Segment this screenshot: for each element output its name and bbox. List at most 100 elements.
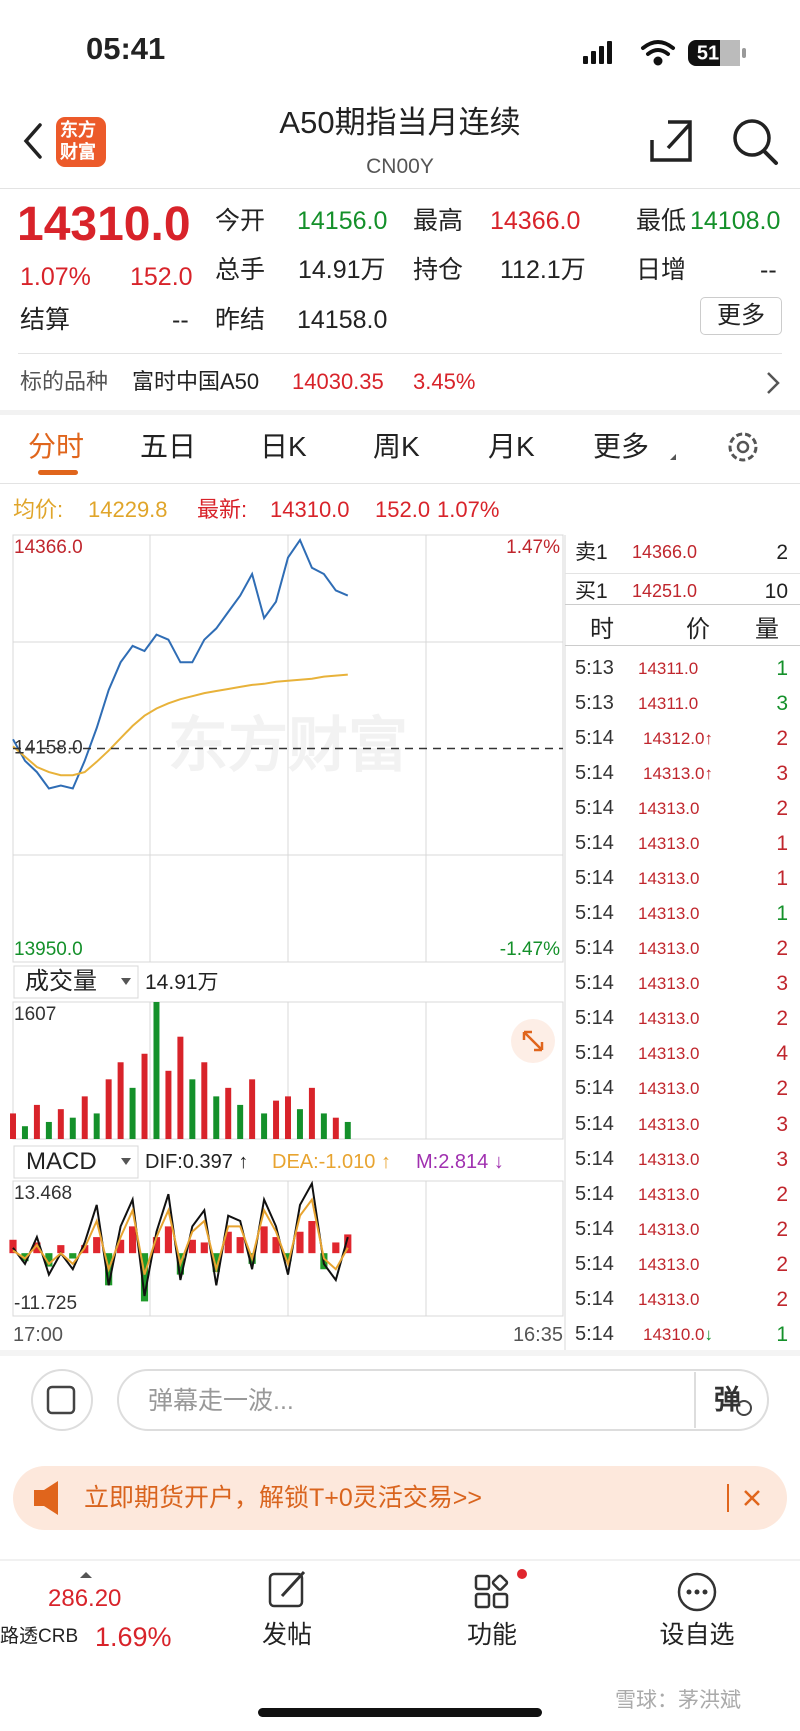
trade-time: 5:14 bbox=[575, 902, 614, 925]
section-gap bbox=[0, 410, 800, 415]
volume-bar bbox=[201, 1062, 208, 1139]
trade-time: 5:14 bbox=[575, 797, 614, 820]
volume-bar bbox=[249, 1079, 256, 1139]
trade-price: 14313.0↑ bbox=[643, 764, 713, 784]
trade-qty: 2 bbox=[776, 937, 788, 961]
dropdown-icon[interactable] bbox=[121, 1158, 131, 1165]
volume-title: 成交量 bbox=[25, 968, 97, 995]
danmaku-toggle-icon bbox=[736, 1400, 752, 1416]
banner-text[interactable]: 立即期货开户，解锁T+0灵活交易>> bbox=[84, 1484, 482, 1512]
trade-qty: 1 bbox=[776, 867, 788, 891]
book-price: 14251.0 bbox=[632, 581, 698, 601]
macd-bar bbox=[188, 1239, 196, 1254]
more-button[interactable]: 更多 bbox=[700, 297, 782, 335]
macd-bar bbox=[128, 1226, 137, 1254]
close-icon[interactable] bbox=[744, 1490, 760, 1506]
tab[interactable]: 周K bbox=[373, 431, 420, 462]
settings-icon[interactable] bbox=[728, 432, 758, 462]
trade-price: 14313.0 bbox=[638, 904, 699, 924]
nav-item[interactable]: 发帖 bbox=[261, 1621, 312, 1649]
danmaku-button[interactable]: 弹 bbox=[714, 1385, 741, 1415]
field-label: 昨结 bbox=[215, 306, 266, 334]
underlying-pct: 3.45% bbox=[413, 369, 476, 394]
tab[interactable]: 日K bbox=[260, 431, 307, 462]
search-icon[interactable] bbox=[733, 119, 771, 157]
divider bbox=[565, 645, 800, 646]
macd-bar bbox=[93, 1237, 101, 1254]
field-label: 持仓 bbox=[413, 256, 464, 284]
trade-price: 14311.0 bbox=[638, 694, 698, 714]
notification-dot bbox=[517, 1569, 527, 1579]
chevron[interactable] bbox=[767, 372, 780, 394]
underlying-label: 标的品种 bbox=[20, 369, 109, 394]
more-triangle bbox=[670, 454, 676, 460]
nav-item[interactable]: 设自选 bbox=[659, 1621, 735, 1649]
trade-price-value: 14313.0 bbox=[638, 1149, 700, 1169]
tab-indicator bbox=[38, 470, 78, 475]
watchlist-icon[interactable] bbox=[677, 1572, 717, 1612]
trade-row: 5:14 14313.0 2 bbox=[565, 1002, 800, 1037]
logo-text: 东方 财富 bbox=[60, 119, 96, 163]
promo-banner[interactable] bbox=[13, 1466, 787, 1530]
field-value: 14158.0 bbox=[297, 306, 388, 334]
trade-price: 14313.0 bbox=[638, 1290, 699, 1310]
y-tick-label: 1.47% bbox=[506, 537, 560, 558]
trade-row: 5:13 14311.0 3 bbox=[565, 687, 800, 722]
volume-bar bbox=[93, 1113, 100, 1139]
trade-time: 5:14 bbox=[575, 1112, 614, 1135]
price-line bbox=[12, 673, 348, 777]
macd-bar bbox=[212, 1253, 220, 1272]
trade-row: 5:14 14313.0 3 bbox=[565, 1108, 800, 1143]
volume-bar bbox=[105, 1079, 112, 1139]
function-icon[interactable] bbox=[474, 1574, 509, 1609]
field-label: 结算 bbox=[20, 306, 71, 334]
tab[interactable]: 月K bbox=[488, 431, 535, 462]
field-value: 14.91万 bbox=[298, 256, 386, 284]
volume-bar bbox=[81, 1096, 88, 1139]
nav-item[interactable]: 功能 bbox=[466, 1621, 517, 1649]
trade-price-value: 14313.0 bbox=[638, 1009, 700, 1029]
post-icon[interactable] bbox=[268, 1572, 304, 1608]
trade-price-value: 14313.0 bbox=[638, 974, 700, 994]
trade-time: 5:14 bbox=[575, 1182, 614, 1205]
battery-tip bbox=[742, 48, 746, 58]
trade-time: 5:13 bbox=[575, 657, 614, 679]
trade-qty: 2 bbox=[776, 1287, 788, 1311]
volume-bar bbox=[273, 1100, 280, 1139]
trade-price-value: 14310.0 bbox=[643, 1324, 705, 1344]
share-icon[interactable] bbox=[650, 120, 692, 162]
macd-bar bbox=[45, 1253, 53, 1267]
trade-price: 14313.0 bbox=[638, 974, 699, 994]
post-icon-pen bbox=[280, 1570, 306, 1598]
tab[interactable]: 分时 bbox=[28, 431, 85, 462]
field-label: 总手 bbox=[215, 256, 266, 284]
tab[interactable]: 五日 bbox=[140, 431, 197, 462]
comment-input[interactable] bbox=[117, 1369, 769, 1431]
trade-time: 5:14 bbox=[575, 972, 614, 995]
dropdown-icon[interactable] bbox=[121, 978, 131, 985]
macd-bar bbox=[296, 1231, 304, 1254]
trade-price: 14313.0 bbox=[638, 1009, 699, 1029]
comment-icon[interactable] bbox=[31, 1369, 93, 1431]
trade-flag: ↓ bbox=[704, 1324, 713, 1344]
divider bbox=[565, 604, 800, 605]
volume-bar bbox=[237, 1104, 244, 1139]
avg-label: 均价: bbox=[13, 497, 64, 522]
trade-price-value: 14313.0 bbox=[638, 1184, 700, 1204]
volume-bar bbox=[33, 1104, 40, 1139]
back-icon[interactable] bbox=[23, 123, 42, 159]
tab[interactable]: 更多 bbox=[593, 431, 650, 462]
trade-qty: 3 bbox=[776, 1147, 788, 1171]
trade-time: 5:14 bbox=[575, 1217, 614, 1240]
trade-price-value: 14313.0 bbox=[638, 904, 700, 924]
battery-level: 51 bbox=[697, 42, 719, 64]
book-side: 买1 bbox=[575, 580, 608, 603]
trade-qty: 1 bbox=[776, 657, 788, 680]
index-name[interactable]: 路透CRB bbox=[0, 1626, 79, 1647]
trade-qty: 2 bbox=[776, 1182, 788, 1206]
trade-price: 14313.0 bbox=[638, 1220, 699, 1240]
trade-price: 14312.0↑ bbox=[643, 729, 713, 749]
comment-placeholder[interactable]: 弹幕走一波... bbox=[148, 1387, 294, 1415]
trade-qty: 2 bbox=[776, 1217, 788, 1241]
